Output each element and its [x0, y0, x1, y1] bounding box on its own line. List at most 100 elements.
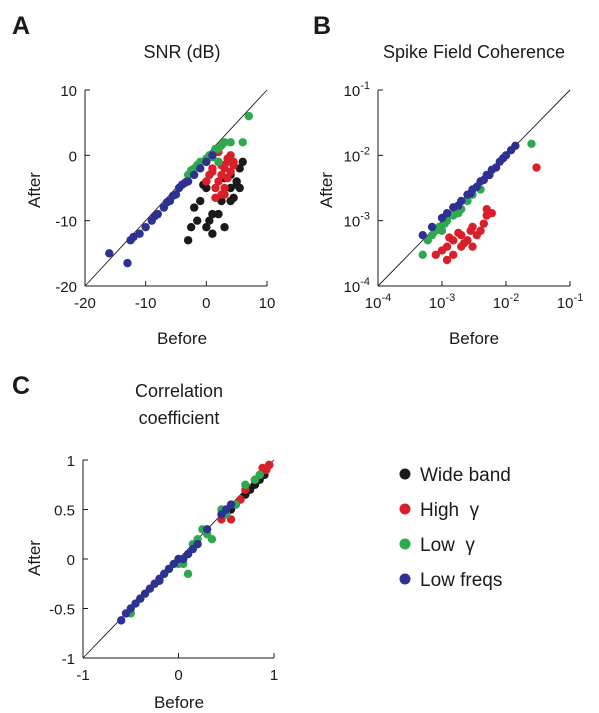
x-tick-label: -1 — [76, 667, 89, 684]
panel-a-ylabel: After — [25, 172, 44, 208]
data-point-low-freqs — [442, 209, 452, 218]
panel-c-ylabel: After — [25, 540, 44, 576]
legend-label-low-gamma: Low γ — [420, 535, 475, 556]
data-point-wide-band — [196, 196, 205, 206]
data-point-low-gamma — [207, 535, 217, 544]
y-tick-label: 10-1 — [344, 80, 370, 100]
data-point-low-freqs — [472, 182, 482, 191]
data-point-low-gamma — [226, 138, 235, 147]
data-point-high-gamma — [442, 242, 452, 251]
data-point-low-freqs — [141, 223, 150, 232]
data-point-low-freqs — [155, 576, 164, 585]
data-point-wide-band — [238, 157, 247, 167]
x-tick-label: 10-2 — [493, 292, 519, 312]
data-point-high-gamma — [214, 177, 223, 186]
data-point-wide-band — [193, 216, 202, 225]
x-tick-label: -20 — [74, 295, 96, 312]
panel-b: B Spike Field Coherence Before After 10-… — [313, 12, 583, 348]
data-point-high-gamma — [220, 190, 229, 199]
data-point-high-gamma — [468, 242, 477, 251]
y-tick-label: 0 — [67, 552, 75, 569]
x-tick-label: 0 — [202, 295, 210, 312]
legend-item-low-freqs: Low freqs — [399, 570, 502, 591]
y-tick-label: 10-3 — [344, 211, 370, 231]
y-tick-label: -0.5 — [49, 602, 75, 619]
panel-letter-c: C — [12, 372, 30, 400]
data-point-low-freqs — [180, 178, 190, 187]
panel-a-xlabel: Before — [157, 329, 207, 348]
data-point-wide-band — [186, 223, 196, 232]
data-point-low-freqs — [190, 170, 199, 180]
data-point-low-gamma — [418, 250, 427, 260]
x-tick-label: 10 — [259, 295, 276, 312]
data-point-low-freqs — [168, 191, 178, 201]
y-tick-label: 10-2 — [344, 145, 370, 165]
legend-item-wide-band: Wide band — [399, 465, 511, 486]
data-point-high-gamma — [449, 250, 458, 260]
panel-letter-a: A — [12, 12, 30, 40]
data-point-low-freqs — [150, 211, 159, 221]
panel-a-axes: -20 -10 0 10 -20 -10 0 10 — [55, 83, 275, 312]
data-point-low-freqs — [466, 189, 475, 198]
data-point-low-freqs — [217, 510, 226, 519]
data-point-high-gamma — [532, 163, 541, 172]
data-point-high-gamma — [211, 193, 220, 202]
data-point-low-gamma — [217, 141, 226, 150]
legend: Wide band High γ Low γ Low freqs — [399, 465, 511, 591]
x-tick-label: 10-4 — [365, 292, 391, 312]
data-point-low-freqs — [117, 616, 126, 625]
data-point-low-freqs — [454, 201, 463, 210]
y-tick-label: 0.5 — [54, 503, 75, 520]
data-point-high-gamma — [472, 230, 482, 240]
data-point-low-freqs — [123, 258, 132, 268]
legend-label-low-freqs: Low freqs — [420, 570, 502, 591]
data-point-high-gamma — [466, 226, 475, 235]
panel-c-title-line-1: Correlation — [135, 381, 223, 401]
y-tick-label: 1 — [67, 453, 75, 470]
panel-c-points — [117, 460, 274, 625]
data-point-high-gamma — [487, 209, 497, 218]
data-point-high-gamma — [223, 174, 232, 183]
data-point-low-freqs — [479, 175, 489, 185]
data-point-low-gamma — [183, 569, 193, 579]
data-point-high-gamma — [202, 177, 211, 186]
data-point-high-gamma — [223, 154, 232, 163]
data-point-low-gamma — [454, 209, 463, 218]
panel-c-title-line-2: coefficient — [139, 408, 220, 428]
data-point-high-gamma — [454, 228, 463, 238]
panel-b-points — [418, 139, 541, 265]
data-point-wide-band — [220, 223, 229, 232]
data-point-high-gamma — [431, 250, 440, 260]
data-point-low-gamma — [241, 480, 250, 489]
legend-marker-wide-band — [399, 468, 411, 480]
data-point-wide-band — [205, 216, 214, 225]
data-point-wide-band — [214, 209, 223, 219]
data-point-low-freqs — [226, 500, 236, 509]
panel-b-axes: 10-4 10-3 10-2 10-1 10-4 10-3 10-2 10-1 — [344, 80, 584, 312]
panel-b-ylabel: After — [317, 172, 336, 208]
x-tick-label: 1 — [270, 667, 278, 684]
data-point-low-freqs — [511, 141, 520, 150]
data-point-wide-band — [208, 209, 217, 219]
data-point-low-freqs — [501, 151, 511, 160]
legend-marker-low-gamma — [399, 538, 411, 550]
data-point-high-gamma — [258, 463, 267, 473]
data-point-wide-band — [208, 229, 217, 238]
data-point-low-freqs — [105, 249, 114, 258]
legend-item-low-gamma: Low γ — [399, 535, 475, 556]
data-point-low-gamma — [214, 157, 223, 167]
panel-a-title: SNR (dB) — [143, 42, 220, 62]
data-point-low-freqs — [121, 609, 131, 618]
data-point-high-gamma — [459, 239, 469, 248]
data-point-low-freqs — [208, 151, 217, 160]
x-tick-label: 10-1 — [557, 292, 583, 312]
data-point-low-gamma — [527, 139, 536, 149]
legend-marker-high-gamma — [399, 503, 411, 515]
data-point-low-freqs — [196, 164, 205, 173]
y-tick-label: -10 — [55, 214, 77, 231]
panel-b-title: Spike Field Coherence — [383, 42, 565, 62]
data-point-high-gamma — [445, 233, 454, 242]
data-point-high-gamma — [442, 255, 452, 265]
y-tick-label: 10 — [60, 83, 77, 100]
